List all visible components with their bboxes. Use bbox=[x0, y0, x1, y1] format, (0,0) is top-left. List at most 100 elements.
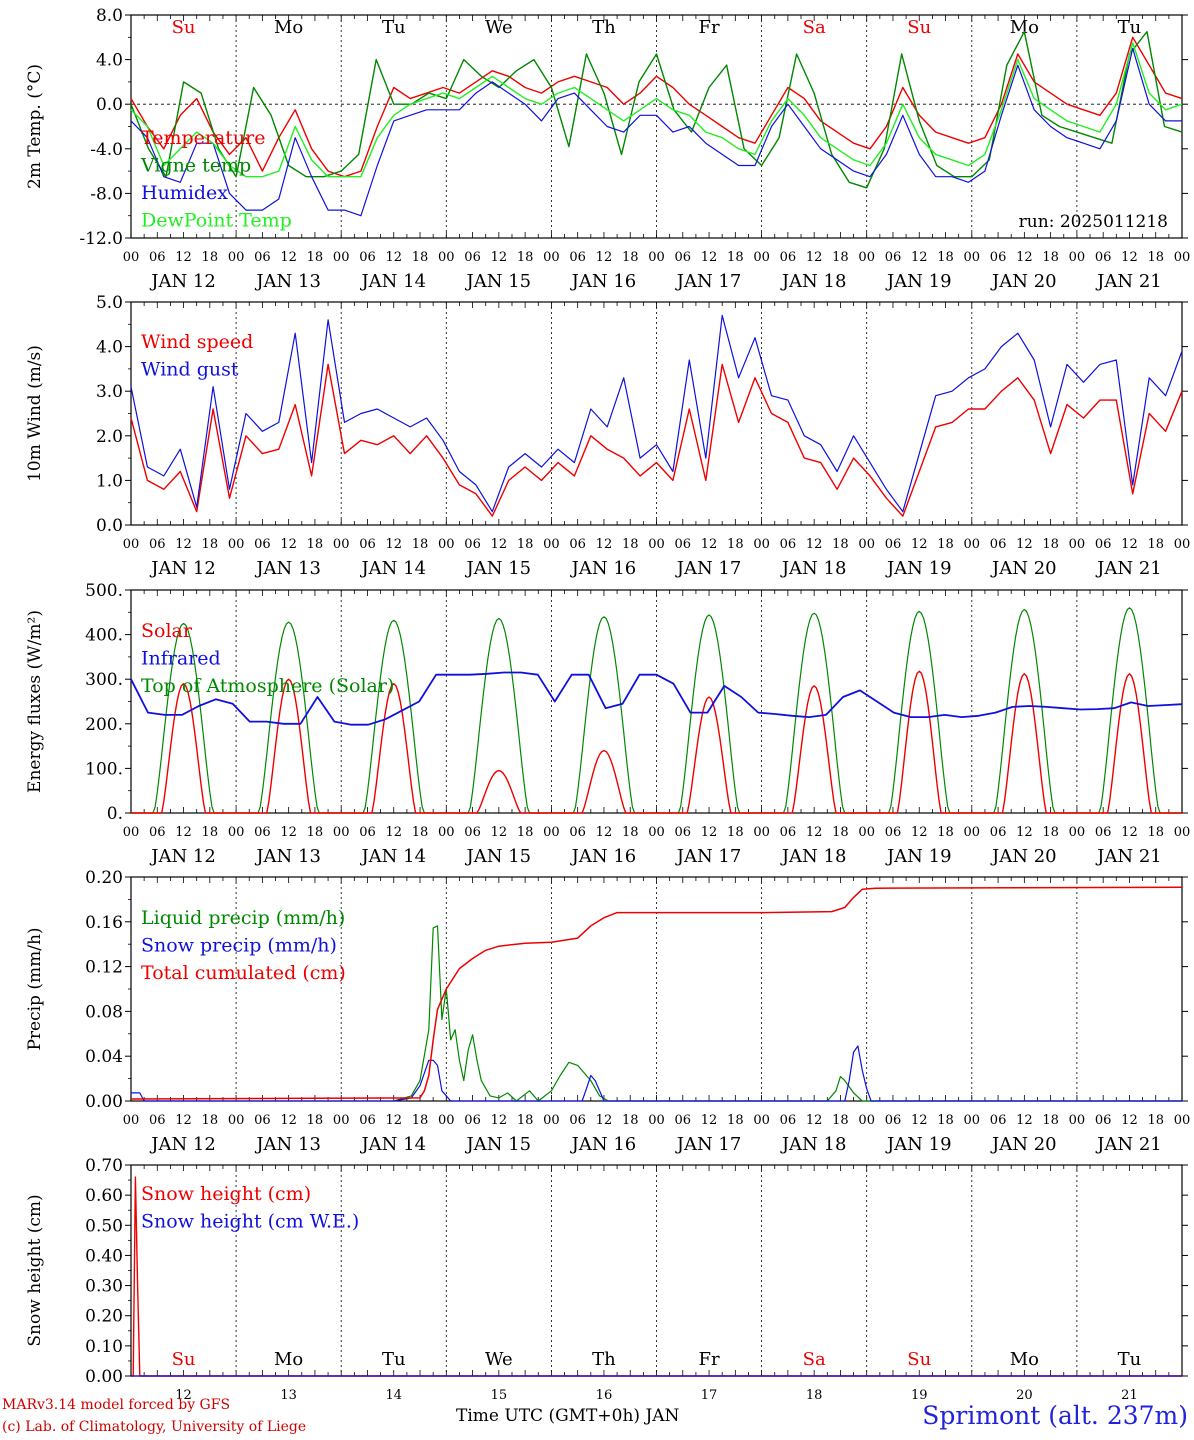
hour-tick-label: 00 bbox=[543, 825, 560, 840]
hour-tick-label: 12 bbox=[806, 537, 823, 552]
hour-tick-label: 00 bbox=[964, 825, 981, 840]
y-tick-label: 0. bbox=[107, 804, 123, 824]
hour-tick-label: 00 bbox=[333, 537, 350, 552]
hour-tick-label: 06 bbox=[1095, 825, 1112, 840]
hour-tick-label: 12 bbox=[806, 825, 823, 840]
y-tick-label: 2.0 bbox=[96, 427, 123, 447]
hour-tick-label: 00 bbox=[543, 537, 560, 552]
hour-tick-label: 06 bbox=[990, 537, 1007, 552]
hour-tick-label: 06 bbox=[254, 1113, 271, 1128]
hour-tick-label: 00 bbox=[753, 1113, 770, 1128]
hour-tick-label: 00 bbox=[228, 537, 245, 552]
date-label: JAN 12 bbox=[149, 1134, 216, 1155]
date-label: JAN 19 bbox=[885, 846, 952, 867]
wind-speed-line bbox=[130, 363, 1183, 517]
date-label: JAN 19 bbox=[885, 271, 952, 292]
hour-tick-label: 18 bbox=[1147, 250, 1164, 265]
hour-tick-label: 06 bbox=[464, 250, 481, 265]
hour-tick-label: 06 bbox=[359, 250, 376, 265]
weekday-label-bottom: Sa bbox=[803, 1349, 826, 1370]
date-label: JAN 13 bbox=[254, 271, 321, 292]
hour-tick-label: 00 bbox=[333, 825, 350, 840]
hour-tick-label: 18 bbox=[937, 537, 954, 552]
y-tick-label: 1.0 bbox=[96, 471, 123, 491]
hour-tick-label: 00 bbox=[1174, 250, 1191, 265]
hour-tick-label: 12 bbox=[1121, 1113, 1138, 1128]
hour-tick-label: 18 bbox=[727, 825, 744, 840]
hour-tick-label: 06 bbox=[780, 537, 797, 552]
hour-tick-label: 18 bbox=[832, 1113, 849, 1128]
hour-tick-label: 12 bbox=[385, 537, 402, 552]
hour-tick-label: 18 bbox=[412, 825, 429, 840]
hour-tick-label: 12 bbox=[385, 250, 402, 265]
hour-tick-label: 18 bbox=[307, 825, 324, 840]
hour-tick-label: 06 bbox=[149, 825, 166, 840]
weekday-label: Fr bbox=[699, 17, 720, 38]
hour-tick-label: 00 bbox=[543, 250, 560, 265]
hour-tick-label: 06 bbox=[254, 250, 271, 265]
day-number-label: 20 bbox=[1016, 1388, 1033, 1403]
y-tick-label: 0.70 bbox=[85, 1156, 123, 1176]
hour-tick-label: 00 bbox=[858, 825, 875, 840]
hour-tick-label: 06 bbox=[1095, 537, 1112, 552]
hour-tick-label: 00 bbox=[648, 825, 665, 840]
y-tick-label: 0.16 bbox=[85, 913, 123, 933]
weekday-label: Sa bbox=[803, 17, 826, 38]
hour-tick-label: 12 bbox=[280, 250, 297, 265]
y-tick-label: -4.0 bbox=[90, 140, 123, 160]
date-label: JAN 16 bbox=[570, 558, 637, 579]
hour-tick-label: 12 bbox=[280, 1113, 297, 1128]
hour-tick-label: 18 bbox=[517, 537, 534, 552]
hour-tick-label: 12 bbox=[491, 537, 508, 552]
date-label: JAN 15 bbox=[465, 846, 532, 867]
hour-tick-label: 00 bbox=[438, 825, 455, 840]
hour-tick-label: 12 bbox=[1121, 250, 1138, 265]
day-number-label: 16 bbox=[596, 1388, 613, 1403]
date-label: JAN 18 bbox=[780, 846, 847, 867]
hour-tick-label: 06 bbox=[569, 537, 586, 552]
time-axis-label: Time UTC (GMT+0h) JAN bbox=[456, 1406, 680, 1426]
hour-tick-label: 18 bbox=[937, 825, 954, 840]
hour-tick-label: 00 bbox=[438, 250, 455, 265]
legend-3: Top of Atmosphere (Solar) bbox=[141, 675, 394, 697]
hour-tick-label: 12 bbox=[911, 825, 928, 840]
y-axis-label: Energy fluxes (W/m²) bbox=[25, 610, 45, 793]
y-tick-label: -8.0 bbox=[90, 184, 123, 204]
y-tick-label: 300. bbox=[85, 670, 123, 690]
hour-tick-label: 06 bbox=[149, 1113, 166, 1128]
hour-tick-label: 12 bbox=[491, 825, 508, 840]
run-annotation: run: 2025011218 bbox=[1019, 212, 1168, 232]
weekday-label: Th bbox=[592, 17, 616, 38]
day-number-label: 21 bbox=[1121, 1388, 1138, 1403]
hour-tick-label: 18 bbox=[937, 250, 954, 265]
hour-tick-label: 06 bbox=[990, 250, 1007, 265]
hour-tick-label: 06 bbox=[885, 537, 902, 552]
y-tick-label: 0.04 bbox=[85, 1047, 123, 1067]
hour-tick-label: 12 bbox=[175, 250, 192, 265]
dewpoint-temp-line bbox=[130, 42, 1183, 178]
hour-tick-label: 06 bbox=[254, 825, 271, 840]
weekday-label: Su bbox=[907, 17, 931, 38]
y-tick-label: 0.60 bbox=[85, 1186, 123, 1206]
hour-tick-label: 18 bbox=[1042, 1113, 1059, 1128]
hour-tick-label: 18 bbox=[307, 1113, 324, 1128]
hour-tick-label: 06 bbox=[675, 1113, 692, 1128]
hour-tick-label: 00 bbox=[1069, 250, 1086, 265]
hour-tick-label: 12 bbox=[596, 250, 613, 265]
date-label: JAN 17 bbox=[675, 558, 742, 579]
hour-tick-label: 06 bbox=[990, 1113, 1007, 1128]
hour-tick-label: 00 bbox=[123, 250, 140, 265]
y-tick-label: 500. bbox=[85, 581, 123, 601]
hour-tick-label: 00 bbox=[1069, 537, 1086, 552]
day-number-label: 17 bbox=[701, 1388, 718, 1403]
hour-tick-label: 12 bbox=[1121, 537, 1138, 552]
legend-4: DewPoint Temp bbox=[141, 210, 292, 232]
date-label: JAN 20 bbox=[990, 558, 1057, 579]
date-label: JAN 19 bbox=[885, 1134, 952, 1155]
hour-tick-label: 06 bbox=[569, 1113, 586, 1128]
hour-tick-label: 00 bbox=[858, 537, 875, 552]
hour-tick-label: 06 bbox=[780, 825, 797, 840]
hour-tick-label: 18 bbox=[517, 250, 534, 265]
day-number-label: 19 bbox=[911, 1388, 928, 1403]
hour-tick-label: 12 bbox=[1016, 825, 1033, 840]
